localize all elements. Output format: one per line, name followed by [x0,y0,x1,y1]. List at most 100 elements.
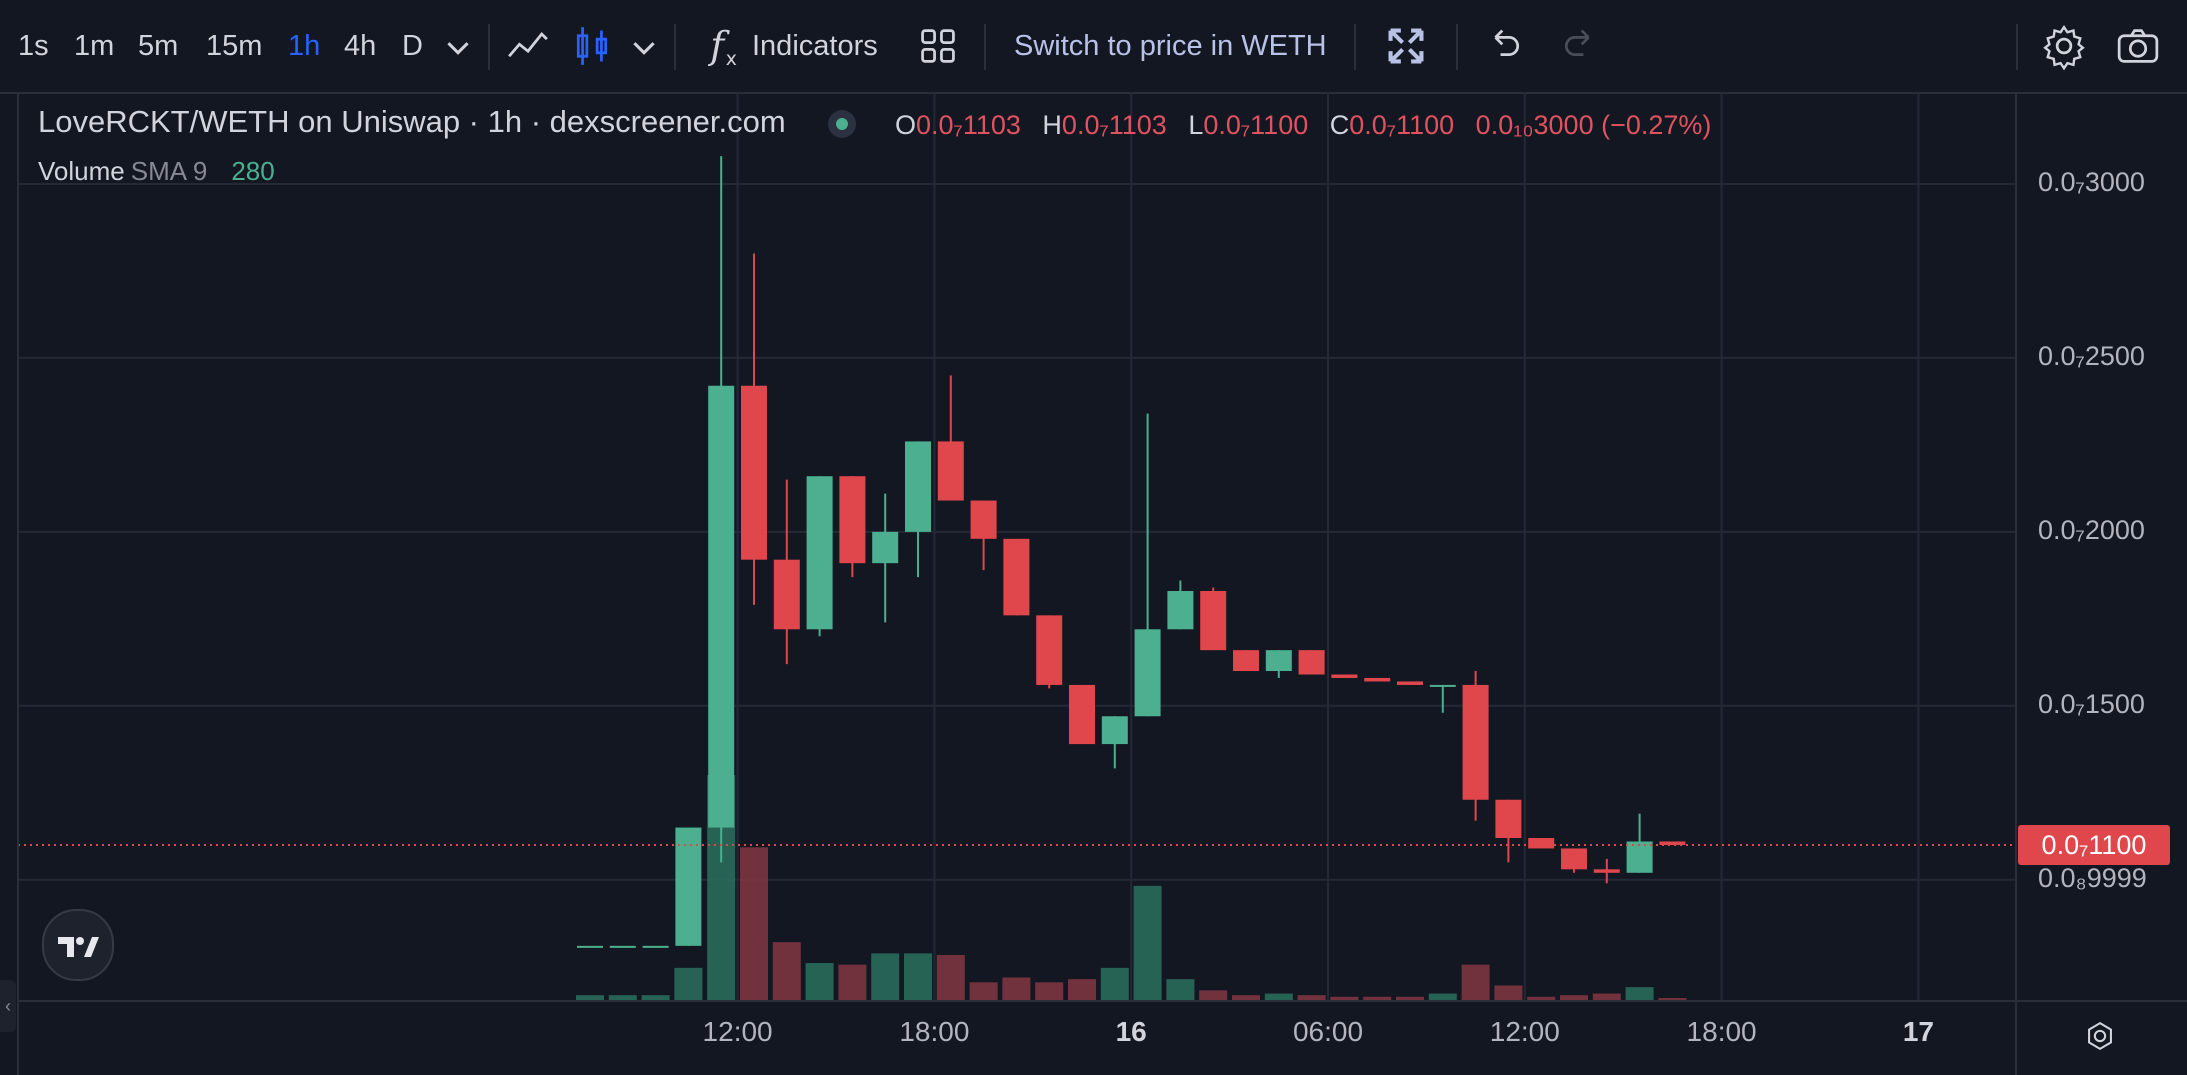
volume-bar [871,953,900,1000]
interval-5m-button[interactable]: 5m [138,30,179,62]
price-tick-label: 0.0₇2000 [2038,514,2145,545]
interval-1s-button[interactable]: 1s [18,30,49,62]
candle-body [741,385,767,560]
time-tick-label: 18:00 [899,1016,970,1047]
price-tick-label: 0.0₇1500 [2038,688,2145,719]
volume-label: Volume [38,156,125,186]
ohlc-high-label: H [1042,110,1062,140]
layout-grid-icon[interactable] [914,22,962,70]
time-tick-label: 12:00 [702,1016,773,1047]
interval-1m-button[interactable]: 1m [74,30,115,62]
candle-body [1069,684,1095,745]
switch-price-button[interactable]: Switch to price in WETH [1014,30,1327,62]
volume-bar [1428,993,1457,1000]
candle-body [1167,591,1194,630]
chart-title: LoveRCKT/WETH on Uniswap · 1h · dexscree… [38,104,786,139]
interval-d-button[interactable]: D [402,30,423,62]
volume-bar [1199,990,1228,1000]
candle-body [1561,848,1587,870]
volume-bar [936,955,965,1000]
tradingview-logo-icon[interactable] [42,909,114,981]
toolbar-divider [2016,24,2018,70]
volume-bar [1232,995,1260,1000]
volume-bar [1035,982,1064,1000]
toolbar-divider [1456,24,1458,70]
volume-bar [1068,979,1096,1000]
price-tick-label: 0.0₇2500 [2038,340,2145,371]
candle-body [1233,650,1259,672]
volume-bar [1560,995,1588,1000]
time-tick-label: 16 [1115,1016,1147,1047]
volume-bar [1494,985,1523,1000]
current-price-tag: 0.0₇1100 [2018,824,2170,865]
candle-body [1036,615,1063,685]
volume-bar [674,967,703,1000]
candle-body [839,476,866,564]
candle-body [1364,677,1391,682]
candle-body [1265,650,1292,672]
volume-bar [1166,979,1195,1000]
volume-bar [1658,998,1687,1000]
volume-bar [1396,996,1424,1000]
ohlc-readout: O0.0₇1103 H0.0₇1103 L0.0₇1100 C0.0₇1100 … [895,110,1711,141]
svg-text:x: x [726,49,737,70]
ohlc-high: 0.0₇1103 [1061,110,1167,140]
ohlc-change: 0.0₁₀3000 (−0.27%) [1475,110,1712,140]
candle-body [937,441,964,501]
volume-bar [1133,885,1162,1000]
undo-icon[interactable] [1480,22,1528,70]
toolbar-divider [1354,24,1356,70]
candle-body [1495,799,1522,839]
candle-body [675,827,702,946]
chart-legend: LoveRCKT/WETH on Uniswap · 1h · dexscree… [38,104,856,148]
volume-bar [1002,977,1031,1000]
candle-body [1331,674,1358,678]
axis-settings-icon[interactable] [2082,1018,2118,1054]
chevron-down-icon[interactable] [434,24,482,70]
volume-legend: Volume SMA 9 280 [38,156,275,187]
interval-4h-button[interactable]: 4h [344,30,377,62]
volume-bar [1461,964,1490,1000]
interval-15m-button[interactable]: 15m [206,30,263,62]
redo-icon [1564,29,1590,56]
candles-icon[interactable] [568,22,616,70]
fullscreen-icon[interactable] [1382,22,1430,70]
indicators-button[interactable]: Indicators [752,30,878,62]
candle-body [806,476,833,630]
interval-1h-button[interactable]: 1h [288,30,321,62]
candle-body [1200,591,1227,651]
candle-body [1626,841,1653,873]
volume-bar [1527,996,1556,1000]
settings-icon[interactable] [2040,22,2088,70]
candle-body [773,559,800,630]
toolbar-divider [674,24,676,70]
candle-body [970,500,997,539]
candlesticks [577,156,1686,948]
candle-body [1101,716,1128,745]
volume-bar [1264,993,1293,1000]
volume-bar [805,963,834,1000]
volume-bar [1592,993,1621,1000]
line-chart-icon[interactable] [504,22,552,70]
price-tick-label: 0.0₇3000 [2038,166,2145,197]
ohlc-low-label: L [1188,110,1204,140]
volume-bar [576,995,604,1000]
volume-bar [641,995,670,1000]
toolbar-divider [488,24,490,70]
candle-body [577,945,603,948]
volume-sma-label: SMA 9 [130,156,208,186]
volume-bar [1330,996,1359,1000]
volume-bar [1625,987,1654,1000]
chevron-down-icon[interactable] [620,24,668,70]
camera-icon[interactable] [2114,22,2162,70]
volume-bar [740,847,768,1000]
toolbar-divider [984,24,986,70]
ohlc-open-label: O [895,110,917,140]
volume-bar [772,942,801,1000]
candle-body [1528,838,1555,849]
price-tick-label: 0.0₈9999 [2038,862,2147,893]
collapse-panel-icon[interactable]: ‹ [0,980,16,1032]
ohlc-open: 0.0₇1103 [916,110,1021,140]
